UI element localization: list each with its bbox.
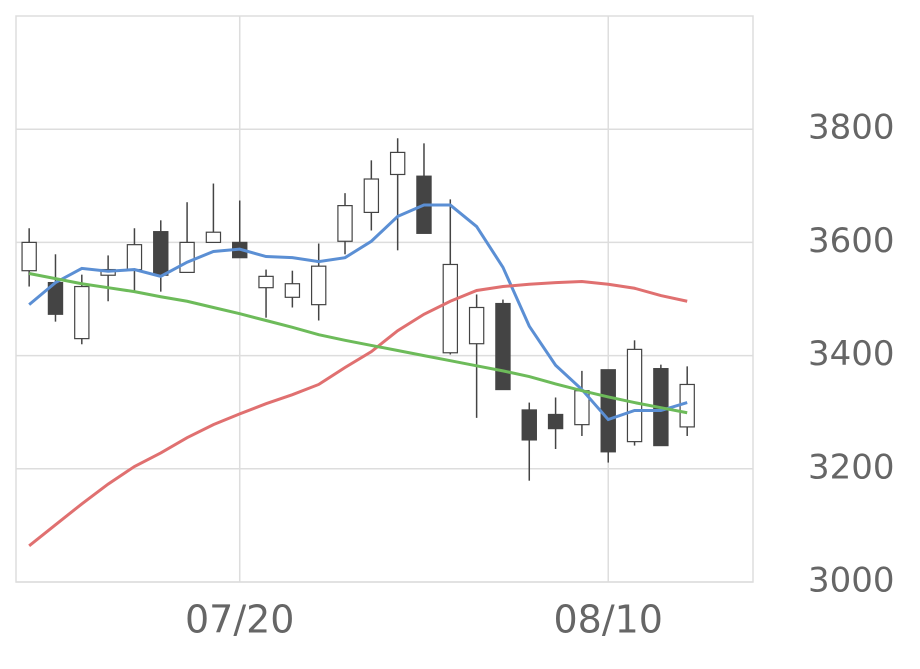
candle-body xyxy=(310,265,327,306)
moving-average-line xyxy=(28,203,688,422)
candle-body xyxy=(74,285,90,340)
candle-body xyxy=(258,275,274,289)
candle-body xyxy=(679,383,695,428)
moving-average-line xyxy=(28,272,688,415)
candle-body xyxy=(389,151,406,176)
candle-body xyxy=(126,244,143,271)
candle-body xyxy=(521,409,537,441)
candle-body xyxy=(284,283,301,298)
x-tick-label: 07/20 xyxy=(185,598,295,642)
candle-body xyxy=(442,263,459,354)
candle-body xyxy=(626,348,643,443)
y-tick-label: 3800 xyxy=(808,108,895,148)
candle-body xyxy=(547,413,564,430)
candle-body xyxy=(468,306,485,345)
y-tick-label: 3200 xyxy=(808,447,895,487)
y-tick-label: 3600 xyxy=(808,221,895,261)
candle-body xyxy=(21,241,37,272)
candle-body xyxy=(600,369,616,453)
candle-body xyxy=(337,205,353,242)
candle-body xyxy=(363,178,380,214)
y-tick-label: 3000 xyxy=(808,561,895,601)
grid xyxy=(16,16,753,583)
candle-body xyxy=(205,231,222,244)
candle-body xyxy=(179,241,195,273)
moving-average-line xyxy=(28,279,688,547)
candle-body xyxy=(153,231,169,276)
candle-body xyxy=(495,302,511,391)
plot-frame xyxy=(15,15,754,583)
y-tick-label: 3400 xyxy=(808,334,895,374)
x-tick-label: 08/10 xyxy=(553,598,663,642)
